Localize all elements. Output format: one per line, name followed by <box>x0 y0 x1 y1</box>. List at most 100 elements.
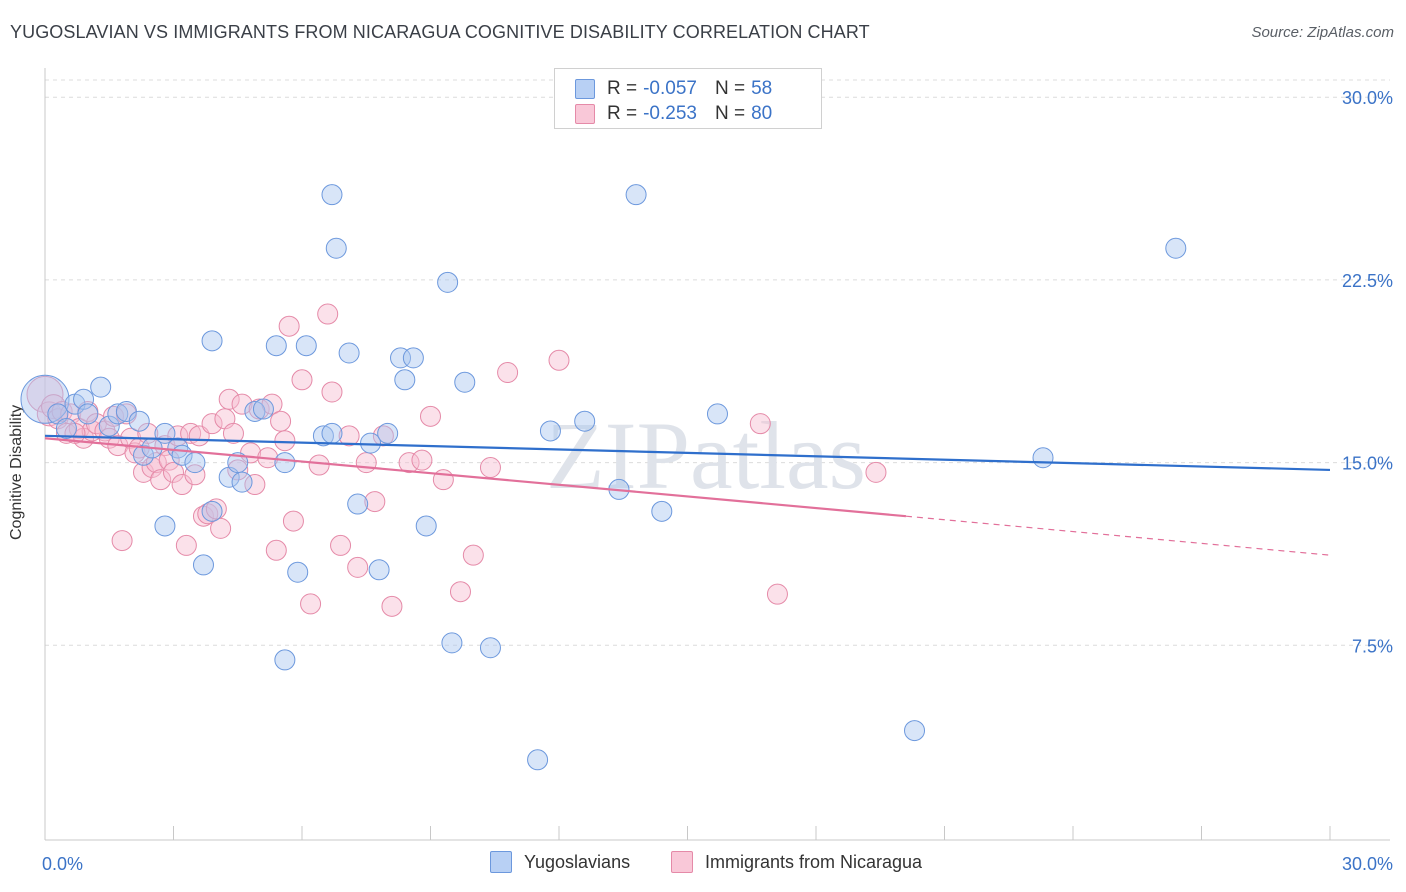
yugoslavian-point <box>274 452 296 474</box>
nicaragua-point <box>355 452 377 474</box>
yugoslavian-point <box>231 471 253 493</box>
nicaragua-point <box>766 583 788 605</box>
yugoslavian-point <box>184 452 206 474</box>
nicaragua-point <box>265 539 287 561</box>
yugoslavian-point <box>1165 237 1187 259</box>
yugoslavian-point <box>338 342 360 364</box>
yugoslavian-point <box>321 422 343 444</box>
bottom-legend: Yugoslavians Immigrants from Nicaragua <box>0 851 1406 877</box>
yugoslavian-point <box>441 632 463 654</box>
legend-n-label: N = <box>714 103 746 124</box>
legend-r-value: -0.057 <box>643 78 697 99</box>
yugoslavian-point <box>287 561 309 583</box>
nicaragua-point <box>231 393 253 415</box>
nicaragua-point <box>184 464 206 486</box>
nicaragua-point <box>749 413 771 435</box>
legend-row-nicaragua: R = -0.253 N = 80 <box>575 102 772 126</box>
nicaragua-point <box>201 413 223 435</box>
nicaragua-point <box>308 454 330 476</box>
nicaragua-point <box>398 452 420 474</box>
nicaragua-point <box>347 556 369 578</box>
yugoslavian-point <box>321 184 343 206</box>
yugoslavian-point <box>479 637 501 659</box>
nicaragua-point <box>338 425 360 447</box>
x-tick-label: 30.0% <box>1342 854 1393 874</box>
yugoslavian-point <box>90 376 112 398</box>
yugoslavian-point <box>192 554 214 576</box>
yugoslavian-point <box>437 271 459 293</box>
yugoslavian-point <box>201 500 223 522</box>
nicaragua-point <box>462 544 484 566</box>
nicaragua-point <box>381 595 403 617</box>
nicaragua-trend-line-extension <box>905 515 1331 556</box>
nicaragua-point <box>278 315 300 337</box>
yugoslavian-point <box>651 500 673 522</box>
yugoslavian-point <box>107 403 129 425</box>
legend-n-value: 80 <box>751 103 773 124</box>
yugoslavian-point <box>325 237 347 259</box>
yugoslavian-point <box>527 749 549 771</box>
y-tick-label: 30.0% <box>1342 88 1393 108</box>
yugoslavian-point <box>274 649 296 671</box>
nicaragua-point <box>26 375 64 413</box>
nicaragua-point <box>300 593 322 615</box>
nicaragua-point <box>497 361 519 383</box>
yugoslavian-point <box>706 403 728 425</box>
y-tick-label: 22.5% <box>1342 271 1393 291</box>
yugoslavian-point <box>1032 447 1054 469</box>
yugoslavian-point <box>133 444 155 466</box>
nicaragua-point <box>111 530 133 552</box>
nicaragua-point <box>274 430 296 452</box>
trend-lines <box>44 434 1331 556</box>
yugoslavian-point <box>904 720 926 742</box>
yugoslavian-point <box>20 374 70 424</box>
source-note: Source: ZipAtlas.com <box>1251 24 1394 41</box>
yugoslavian-point <box>265 335 287 357</box>
nicaragua-point <box>163 461 184 483</box>
bottom-legend-label: Immigrants from Nicaragua <box>705 851 923 872</box>
yugoslavian-point <box>154 515 176 537</box>
axes <box>44 68 1390 841</box>
yugoslavian-point <box>539 420 561 442</box>
bottom-legend-yugoslavians: Yugoslavians <box>490 851 630 873</box>
yugoslavian-point <box>415 515 437 537</box>
yugoslavian-point <box>244 400 266 422</box>
nicaragua-point <box>548 349 570 371</box>
nicaragua-point <box>317 303 339 325</box>
yugoslavian-point <box>55 418 77 440</box>
nicaragua-trend-line <box>44 437 907 518</box>
legend-r-label: R = <box>607 78 638 99</box>
legend-r-value: -0.253 <box>643 103 697 124</box>
series-yugoslavians <box>20 184 1187 771</box>
gridlines <box>45 79 1390 646</box>
bottom-legend-label: Yugoslavians <box>524 851 631 872</box>
legend-swatch-blue <box>575 79 595 99</box>
nicaragua-point <box>227 459 249 481</box>
legend-row-yugoslavians: R = -0.057 N = 58 <box>575 77 772 101</box>
nicaragua-point <box>479 456 501 478</box>
yugoslavian-point <box>368 559 390 581</box>
legend-swatch-pink <box>575 104 595 124</box>
nicaragua-point <box>364 491 386 513</box>
yugoslavian-point <box>394 369 416 391</box>
nicaragua-point <box>150 469 172 491</box>
yugoslavian-point <box>454 371 476 393</box>
nicaragua-point <box>218 388 240 410</box>
chart-title: YUGOSLAVIAN VS IMMIGRANTS FROM NICARAGUA… <box>10 22 870 42</box>
nicaragua-point <box>321 381 343 403</box>
nicaragua-point <box>330 534 352 556</box>
nicaragua-point <box>291 369 313 391</box>
y-tick-label: 7.5% <box>1352 636 1393 656</box>
bottom-legend-nicaragua: Immigrants from Nicaragua <box>671 851 922 873</box>
nicaragua-point <box>180 422 202 444</box>
series-immigrants-from-nicaragua <box>26 303 887 617</box>
yugoslavian-point <box>625 184 647 206</box>
legend: R = -0.057 N = 58 R = -0.253 N = 80 <box>554 68 822 129</box>
yugoslavian-point <box>347 493 369 515</box>
yugoslavian-point <box>77 403 99 425</box>
nicaragua-point <box>270 410 292 432</box>
yugoslavian-trend-line <box>44 434 1331 472</box>
yugoslavian-point <box>390 347 412 369</box>
legend-n-label: N = <box>714 78 746 99</box>
